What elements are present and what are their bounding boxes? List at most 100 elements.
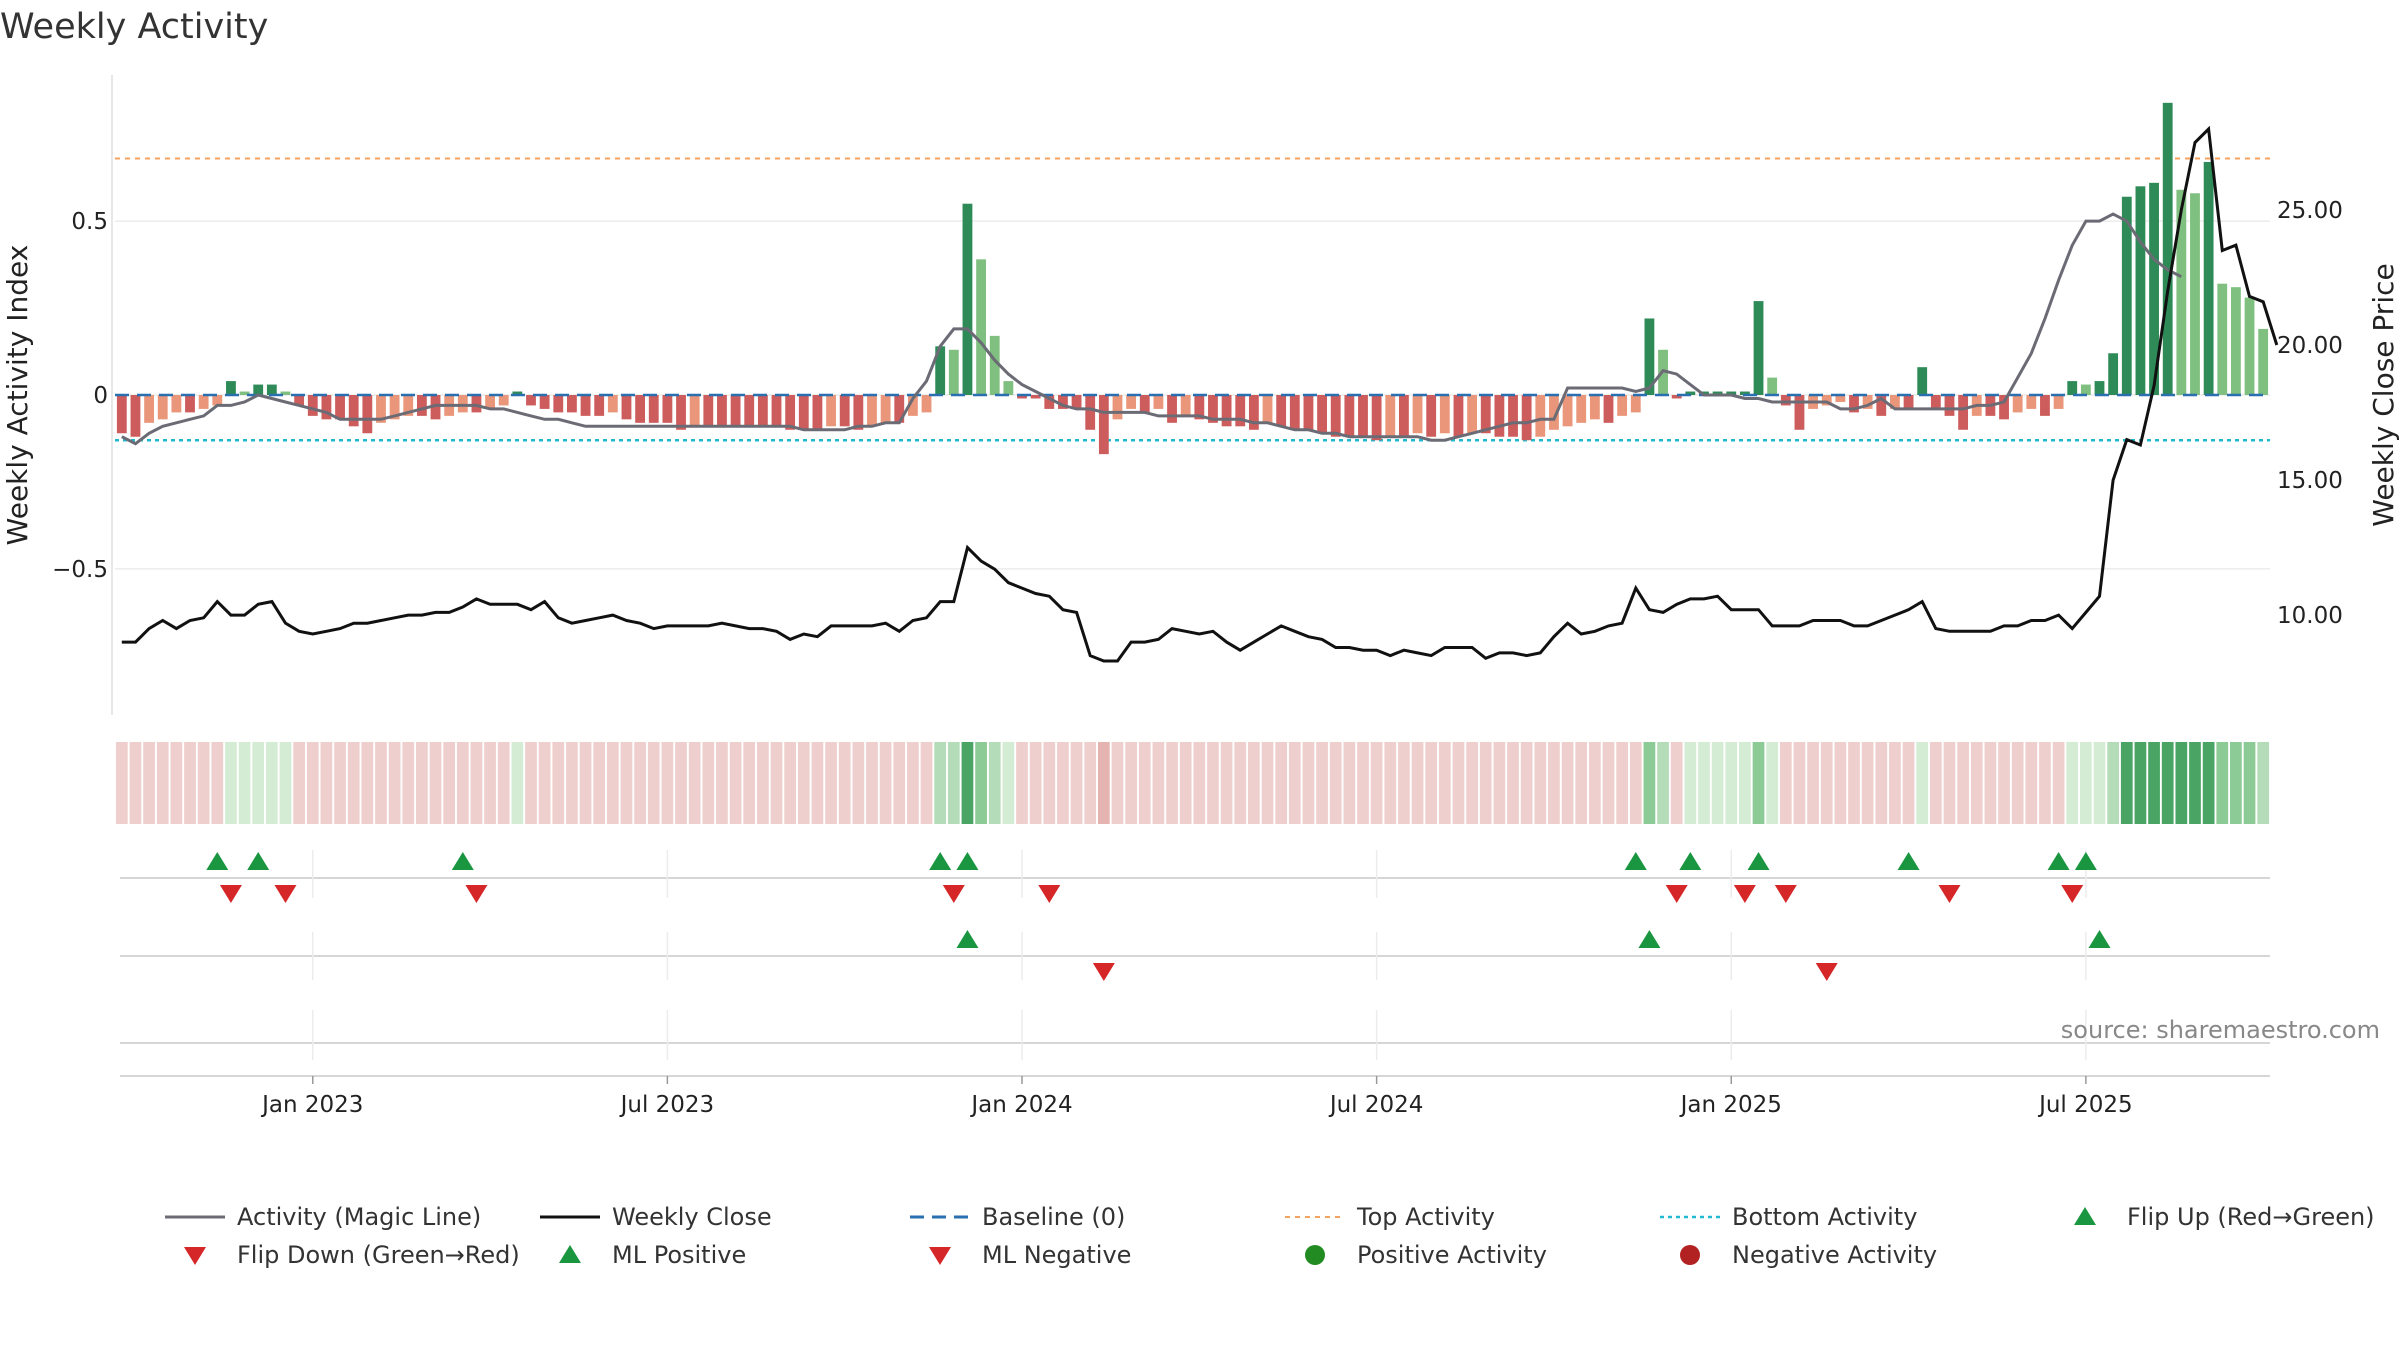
activity-bar <box>539 395 550 409</box>
activity-bar <box>362 395 373 434</box>
magic-line-series <box>121 212 2182 446</box>
heat-strip-cell <box>879 742 892 824</box>
activity-bar <box>1535 395 1546 437</box>
y-axis-right-label: Weekly Close Price <box>2367 263 2400 526</box>
activity-bar <box>1739 391 1750 395</box>
activity-bar <box>1767 377 1778 395</box>
heat-strip-cell <box>293 742 305 824</box>
activity-bar <box>294 395 305 406</box>
legend-label: Top Activity <box>1356 1203 1495 1231</box>
x-tick-label: Jan 2025 <box>1679 1092 1782 1118</box>
heat-strip-cell <box>1097 742 1110 824</box>
activity-bar <box>212 395 223 406</box>
legend-swatch <box>184 1247 206 1265</box>
activity-bar <box>1876 395 1887 416</box>
x-axis: Jan 2023 Jul 2023 Jan 2024 Jul 2024 Jan 2025… <box>120 1075 2270 1118</box>
activity-bar <box>1385 395 1396 437</box>
flip-up-marker <box>247 852 270 870</box>
heat-strip-cell <box>1766 742 1779 824</box>
heat-strip-cell <box>1848 742 1860 824</box>
activity-bar <box>976 259 987 395</box>
activity-bar <box>2012 395 2023 413</box>
activity-bar <box>812 395 823 430</box>
heat-strip-cell <box>838 742 851 824</box>
activity-bar <box>1821 395 1832 406</box>
activity-bar <box>1576 395 1587 423</box>
heat-strip-cell <box>2189 742 2201 824</box>
flip-down-marker <box>2061 885 2084 903</box>
heat-strip-cell <box>1534 742 1547 824</box>
heat-strip-cell <box>238 742 251 824</box>
source-label: source: sharemaestro.com <box>2061 1016 2380 1044</box>
flip-up-marker <box>2074 852 2097 870</box>
heat-strip-cell <box>743 742 756 824</box>
activity-bar <box>2258 328 2269 395</box>
heat-strip-cell <box>1152 742 1165 824</box>
heat-strip-cell <box>1438 742 1451 824</box>
heat-strip-cell <box>1234 742 1247 824</box>
activity-bar <box>1562 395 1573 427</box>
heat-strip-cell <box>1561 742 1574 824</box>
heat-strip-cell <box>361 742 374 824</box>
heat-strip-cell <box>1125 742 1137 824</box>
activity-bar <box>1999 395 2009 420</box>
grid-layer <box>115 157 2270 570</box>
activity-bar <box>1944 395 1955 416</box>
y-right-tick-label: 10.00 <box>2277 603 2343 629</box>
activity-bar <box>2244 297 2255 395</box>
heat-strip-cell <box>170 742 183 824</box>
activity-bar <box>335 395 345 420</box>
activity-bar <box>2135 186 2146 395</box>
activity-bar <box>1017 395 1027 399</box>
heat-strip-cell <box>2025 742 2038 824</box>
heat-strip-cell <box>1943 742 1956 824</box>
activity-bar <box>2094 381 2105 395</box>
heat-strip-cell <box>1657 742 1669 824</box>
activity-bar <box>1903 395 1914 409</box>
heat-strip-cell <box>2230 742 2242 824</box>
heat-strip-cell <box>1343 742 1356 824</box>
heat-strip-cell <box>988 742 1001 824</box>
heat-strip-cell <box>716 742 728 824</box>
activity-bar <box>253 384 264 395</box>
activity-bar <box>526 395 536 406</box>
activity-bar <box>1030 395 1041 399</box>
activity-bar <box>1685 391 1696 395</box>
heat-strip-cell <box>1752 742 1765 824</box>
activity-bar <box>1603 395 1614 423</box>
heat-strip-cell <box>1384 742 1397 824</box>
flip-up-marker <box>451 852 474 870</box>
heat-strip-cell <box>1411 742 1424 824</box>
activity-bar <box>389 395 400 420</box>
activity-bar <box>2053 395 2064 409</box>
heat-strip-cell <box>1548 742 1560 824</box>
heat-strip-cell <box>1452 742 1465 824</box>
activity-bar <box>403 395 414 416</box>
heat-strip-cell <box>388 742 401 824</box>
activity-bar <box>185 395 195 413</box>
heat-strip-cell <box>1138 742 1151 824</box>
heat-strip-cell <box>1616 742 1629 824</box>
activity-bar <box>2217 283 2228 395</box>
x-tick-label: Jul 2024 <box>1328 1092 1424 1118</box>
heat-strip-cell <box>225 742 237 824</box>
activity-bar <box>826 395 836 427</box>
activity-bar <box>266 384 277 395</box>
activity-bar <box>1726 391 1737 395</box>
ml-positive-marker <box>956 930 979 948</box>
activity-bar <box>1930 395 1941 409</box>
activity-bar <box>1044 395 1055 409</box>
activity-bar <box>226 381 236 395</box>
activity-bar <box>1167 395 1177 423</box>
flip-down-marker <box>1733 885 1756 903</box>
flip-down-marker <box>1038 885 1061 903</box>
legend-item-neg-dot: Negative Activity <box>1680 1241 1937 1269</box>
heat-strip-cell <box>143 742 155 824</box>
heat-strip-cell <box>593 742 606 824</box>
activity-bar <box>416 395 427 416</box>
activity-bar <box>1085 395 1096 430</box>
activity-heat-strip <box>115 742 2270 824</box>
heat-strip-cell <box>661 742 674 824</box>
legend-swatch <box>929 1247 951 1265</box>
heat-strip-cell <box>620 742 633 824</box>
